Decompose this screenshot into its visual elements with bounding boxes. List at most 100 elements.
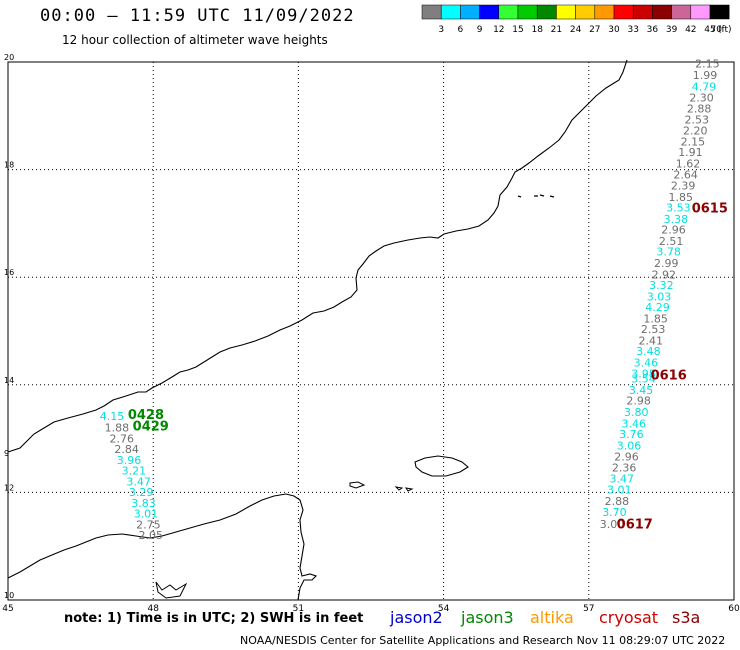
wave-height-value: 3.06 [617, 439, 642, 452]
color-swatch [613, 4, 634, 20]
wave-height-value: 4.29 [645, 301, 670, 314]
wave-height-value: 3.38 [664, 213, 689, 226]
coastal-feature [155, 581, 188, 599]
satellite-legend-item: altika [530, 608, 574, 627]
wave-height-value: 3.00 [600, 518, 625, 531]
wave-height-value: 4.79 [692, 81, 717, 94]
satellite-legend-item: cryosat [599, 608, 659, 627]
color-swatch [479, 4, 500, 20]
color-swatch [594, 4, 615, 20]
wave-height-value: 2.41 [639, 334, 664, 347]
color-swatch [652, 4, 672, 20]
wave-height-value: 3.47 [609, 473, 634, 486]
wave-height-value: 3.01 [134, 508, 159, 521]
color-swatch [709, 4, 730, 20]
wave-height-value: 3.76 [619, 428, 644, 441]
units-note: note: 1) Time is in UTC; 2) SWH is in fe… [64, 611, 364, 626]
color-swatch [575, 4, 596, 20]
pass-time-label: 0616 [651, 368, 687, 383]
color-tick-label: 12 [493, 25, 504, 35]
edge-label: 9 [4, 449, 9, 458]
wave-height-value: 4.15 [100, 410, 125, 423]
wave-height-value: 1.91 [678, 146, 703, 159]
color-tick-label: 15 [512, 25, 523, 35]
color-swatch [690, 4, 711, 20]
longitude-label: 45 [2, 604, 13, 614]
wave-height-value: 2.98 [626, 395, 651, 408]
wave-height-value: 2.92 [652, 268, 677, 281]
wave-height-value: 3.47 [126, 475, 151, 488]
wave-height-value: 2.84 [114, 443, 139, 456]
latitude-label: 14 [4, 376, 14, 385]
wave-height-value: 1.99 [693, 69, 718, 82]
color-swatch [632, 4, 653, 20]
wave-height-value: 2.39 [671, 180, 696, 193]
wave-height-value: 3.70 [602, 506, 627, 519]
wave-height-value: 2.88 [605, 495, 630, 508]
wave-height-value: 3.83 [131, 497, 156, 510]
map-title: 00:00 – 11:59 UTC 11/09/2022 [40, 6, 355, 26]
wave-height-value: 2.96 [661, 224, 686, 237]
satellite-legend-item: s3a [672, 608, 701, 627]
latitude-label: 18 [4, 161, 14, 170]
color-tick-label: 36 [647, 25, 659, 35]
wave-height-value: 1.85 [669, 191, 694, 204]
color-swatch [421, 4, 442, 20]
wave-height-value: 2.96 [614, 451, 639, 464]
wave-height-values: 4.151.882.762.843.963.213.473.293.833.01… [100, 57, 720, 542]
wave-height-value: 2.53 [641, 323, 666, 336]
latitude-labels: 10 12 14 16 18 20 9 [4, 53, 14, 600]
wave-height-value: 3.01 [607, 483, 632, 496]
wave-height-value: 3.03 [647, 290, 672, 303]
coastline [7, 59, 628, 601]
pass-time-label: 0428 [128, 408, 164, 423]
socotra-island [414, 455, 469, 477]
wave-height-value: 2.99 [654, 257, 679, 270]
color-tick-label: 33 [627, 25, 638, 35]
color-tick-label: 21 [551, 25, 562, 35]
longitude-label: 57 [583, 604, 594, 614]
color-unit-label: (ft) [718, 25, 732, 35]
longitude-labels: 45 48 51 54 57 60 [2, 604, 740, 614]
wave-height-value: 1.62 [676, 157, 701, 170]
color-tick-label: 70 [710, 25, 722, 35]
wave-height-value: 1.85 [643, 312, 668, 325]
latitude-label: 10 [4, 591, 14, 600]
satellite-legend-item: jason2 [390, 608, 443, 627]
wave-height-value: 2.30 [689, 91, 714, 104]
color-tick-label: 24 [570, 25, 582, 35]
longitude-label: 60 [728, 604, 740, 614]
color-tick-label: 18 [531, 25, 543, 35]
wave-height-value: 2.05 [139, 529, 164, 542]
wave-height-value: 3.54 [631, 373, 656, 386]
small-island-2 [404, 487, 414, 492]
color-swatch [536, 4, 557, 20]
satellite-legend-item: jason3 [461, 608, 514, 627]
wave-height-value: 3.32 [649, 279, 674, 292]
color-swatch [460, 4, 480, 20]
color-tick-label: 42 [685, 25, 696, 35]
wave-height-value: 3.21 [122, 465, 147, 478]
longitude-label: 48 [147, 604, 159, 614]
lat-lon-grid [8, 62, 734, 600]
wave-height-value: 3.48 [636, 345, 661, 358]
color-tick-label: 3 [438, 25, 444, 35]
somali-coastline [7, 493, 318, 601]
color-swatch [671, 4, 692, 20]
color-swatch [517, 4, 538, 20]
color-swatch [440, 4, 461, 20]
wave-height-value: 2.64 [673, 169, 698, 182]
color-swatch [498, 4, 519, 20]
wave-height-value: 3.98 [631, 367, 656, 380]
color-tick-label: 30 [608, 25, 620, 35]
wave-height-value: 1.88 [105, 422, 130, 435]
color-tick-label: 39 [666, 25, 678, 35]
wave-height-value: 2.36 [612, 461, 637, 474]
wave-height-value: 3.96 [117, 454, 142, 467]
latitude-label: 16 [4, 268, 14, 277]
pass-time-label: 0615 [692, 202, 728, 217]
wave-height-value: 2.53 [684, 113, 709, 126]
latitude-label: 20 [4, 53, 14, 62]
